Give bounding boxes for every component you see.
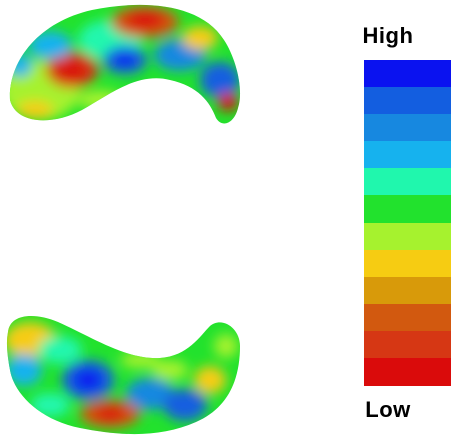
- bottom-heatmap-shape: [6, 316, 240, 435]
- legend-swatch: [364, 222, 451, 251]
- top-heatmap-shape: [9, 4, 241, 124]
- legend-swatch: [364, 114, 451, 143]
- legend-high-label: High: [362, 23, 414, 48]
- color-legend: High Low: [363, 20, 451, 422]
- legend-low-label: Low: [365, 397, 411, 422]
- legend-swatch: [364, 141, 451, 170]
- legend-swatch: [364, 357, 451, 386]
- legend-swatch: [364, 87, 451, 116]
- legend-swatch: [364, 330, 451, 359]
- legend-swatch: [364, 249, 451, 278]
- legend-swatch: [364, 168, 451, 197]
- legend-swatch: [364, 195, 451, 224]
- legend-swatch: [364, 303, 451, 332]
- legend-swatch: [364, 60, 451, 88]
- legend-swatch: [364, 276, 451, 305]
- legend-color-bar: [364, 60, 451, 386]
